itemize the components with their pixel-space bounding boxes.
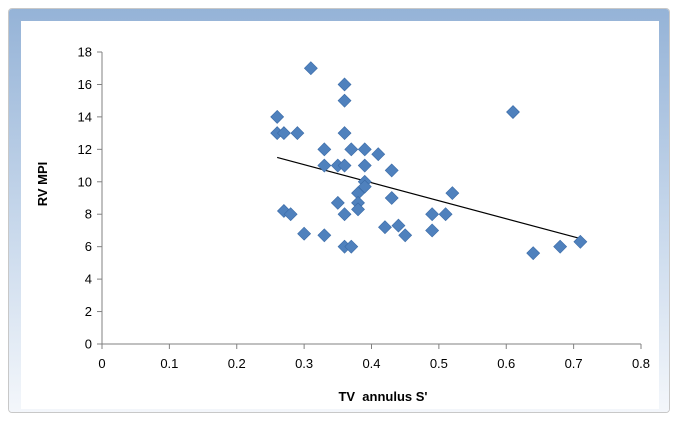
x-tick-label: 0.4 xyxy=(362,356,380,371)
y-tick-label: 4 xyxy=(85,272,92,287)
data-point xyxy=(445,186,460,201)
data-point xyxy=(337,77,352,92)
data-point xyxy=(283,207,298,222)
data-point xyxy=(337,126,352,141)
y-tick-label: 6 xyxy=(85,239,92,254)
data-point xyxy=(337,158,352,173)
trendline-group xyxy=(277,156,581,240)
data-point xyxy=(344,142,359,157)
data-point xyxy=(303,61,318,76)
chart-frame: 0 2 4 6 8 10 12 14 16 18 0 0.1 0.2 0.3 0.4 0.5 0.6 0.7 0.8… xyxy=(8,8,670,413)
data-point xyxy=(425,223,440,238)
x-axis-title: TV annulus S' xyxy=(338,389,427,404)
x-tick-label: 0.1 xyxy=(160,356,178,371)
data-point xyxy=(357,158,372,173)
x-tick-label: 0.6 xyxy=(497,356,515,371)
data-point xyxy=(398,228,413,243)
y-tick-label: 16 xyxy=(78,77,92,92)
data-point xyxy=(384,191,399,205)
data-point xyxy=(276,126,291,141)
data-point xyxy=(371,147,386,162)
data-point xyxy=(506,105,520,119)
axes: 0 2 4 6 8 10 12 14 16 18 0 0.1 0.2 0.3 0.4 0.5 0.6 0.7 0.8 xyxy=(78,45,651,372)
data-point xyxy=(330,195,345,210)
y-tick-label: 8 xyxy=(85,207,92,222)
y-tick-label: 18 xyxy=(78,45,92,60)
data-point xyxy=(344,239,359,254)
data-point xyxy=(573,234,588,249)
x-tick-label: 0.2 xyxy=(228,356,246,371)
y-tick-label: 12 xyxy=(78,142,92,157)
x-tick-label: 0.3 xyxy=(295,356,313,371)
data-point xyxy=(553,239,568,254)
data-point xyxy=(425,207,440,222)
data-point xyxy=(317,142,332,157)
data-point xyxy=(357,142,372,157)
data-point xyxy=(526,246,541,261)
x-tick-label: 0.8 xyxy=(632,356,650,371)
data-point xyxy=(337,93,352,108)
x-tick-label: 0.5 xyxy=(430,356,448,371)
data-point xyxy=(270,109,285,124)
scatter-chart: 0 2 4 6 8 10 12 14 16 18 0 0.1 0.2 0.3 0.4 0.5 0.6 0.7 0.8… xyxy=(9,9,669,412)
y-tick-label: 14 xyxy=(78,109,92,124)
data-point xyxy=(290,126,305,141)
data-point xyxy=(317,158,332,173)
data-point xyxy=(337,207,352,222)
y-axis-title: RV MPI xyxy=(35,162,50,207)
data-point xyxy=(378,220,392,235)
data-point xyxy=(391,218,406,233)
trendline xyxy=(277,156,581,240)
data-point xyxy=(351,202,365,217)
x-tick-label: 0 xyxy=(98,356,105,371)
data-point xyxy=(297,226,312,241)
y-tick-label: 0 xyxy=(85,337,92,352)
data-point xyxy=(438,207,453,222)
data-point xyxy=(384,163,399,178)
y-tick-label: 10 xyxy=(78,174,92,189)
x-tick-label: 0.7 xyxy=(565,356,583,371)
data-point xyxy=(317,228,332,243)
points-group xyxy=(270,61,588,261)
y-tick-label: 2 xyxy=(85,304,92,319)
